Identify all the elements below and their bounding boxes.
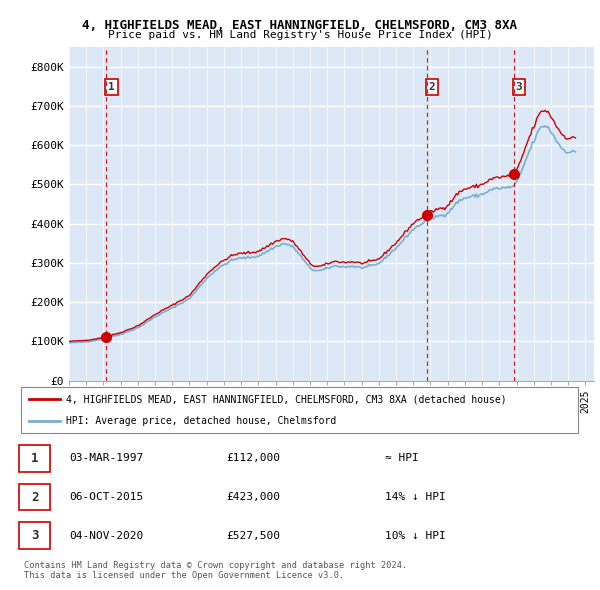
Text: 14% ↓ HPI: 14% ↓ HPI [385, 492, 445, 502]
Text: 3: 3 [31, 529, 38, 542]
FancyBboxPatch shape [19, 445, 50, 471]
Text: Contains HM Land Registry data © Crown copyright and database right 2024.: Contains HM Land Registry data © Crown c… [24, 560, 407, 569]
Text: 06-OCT-2015: 06-OCT-2015 [69, 492, 143, 502]
Text: This data is licensed under the Open Government Licence v3.0.: This data is licensed under the Open Gov… [24, 571, 344, 580]
Text: 3: 3 [516, 82, 523, 92]
Text: 1: 1 [31, 452, 38, 465]
Text: 03-MAR-1997: 03-MAR-1997 [69, 453, 143, 463]
Text: £527,500: £527,500 [227, 531, 281, 541]
Text: 4, HIGHFIELDS MEAD, EAST HANNINGFIELD, CHELMSFORD, CM3 8XA: 4, HIGHFIELDS MEAD, EAST HANNINGFIELD, C… [83, 19, 517, 32]
Text: 1: 1 [108, 82, 115, 92]
Text: £423,000: £423,000 [227, 492, 281, 502]
FancyBboxPatch shape [19, 523, 50, 549]
Text: HPI: Average price, detached house, Chelmsford: HPI: Average price, detached house, Chel… [66, 416, 336, 426]
FancyBboxPatch shape [19, 484, 50, 510]
Text: 2: 2 [428, 82, 435, 92]
Text: 04-NOV-2020: 04-NOV-2020 [69, 531, 143, 541]
Text: ≈ HPI: ≈ HPI [385, 453, 418, 463]
Text: Price paid vs. HM Land Registry's House Price Index (HPI): Price paid vs. HM Land Registry's House … [107, 30, 493, 40]
FancyBboxPatch shape [21, 388, 578, 432]
Text: £112,000: £112,000 [227, 453, 281, 463]
Text: 10% ↓ HPI: 10% ↓ HPI [385, 531, 445, 541]
Text: 4, HIGHFIELDS MEAD, EAST HANNINGFIELD, CHELMSFORD, CM3 8XA (detached house): 4, HIGHFIELDS MEAD, EAST HANNINGFIELD, C… [66, 394, 506, 404]
Text: 2: 2 [31, 490, 38, 504]
